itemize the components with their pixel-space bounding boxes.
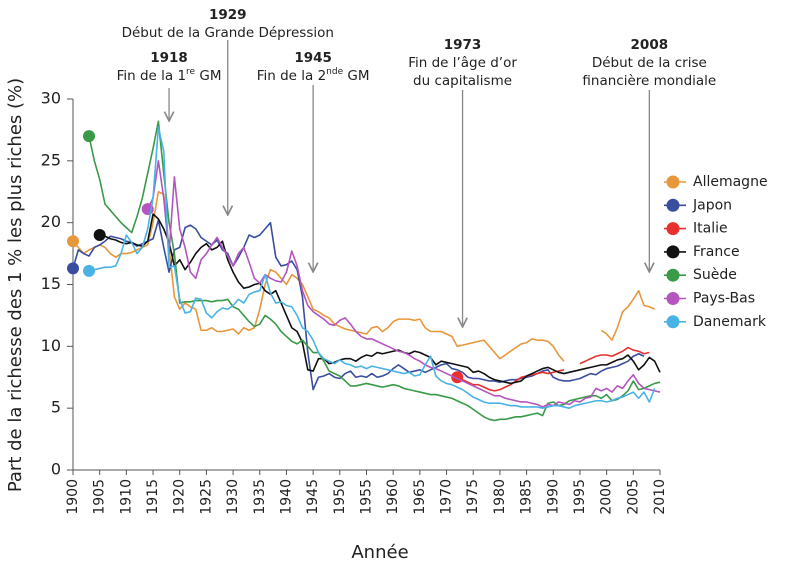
series-line: [99, 213, 661, 385]
x-tick-label: 1900: [65, 479, 81, 515]
annotation-run: financière mondiale: [582, 73, 716, 89]
x-tick-label: 2005: [625, 479, 641, 515]
x-tick-label: 1995: [572, 479, 588, 515]
x-axis-label: Année: [351, 542, 408, 563]
y-tick-label: 25: [41, 150, 61, 169]
x-tick-label: 1960: [385, 479, 401, 515]
legend-label: Italie: [693, 221, 728, 237]
y-axis-label: Part de la richesse des 1 % les plus ric…: [5, 78, 26, 492]
annotation-run: du capitalisme: [413, 73, 512, 89]
annotation-sup: re: [186, 67, 196, 77]
x-tick-label: 1915: [145, 479, 161, 515]
x-tick-label: 1935: [252, 479, 268, 515]
x-tick-label: 1920: [172, 479, 188, 515]
annotation-year: 1973: [444, 37, 482, 53]
x-tick-label: 1940: [278, 479, 294, 515]
x-tick-label: 1980: [492, 479, 508, 515]
legend-dot: [666, 198, 680, 212]
annotation-text: Début de la Grande Dépression: [122, 25, 334, 41]
series-line: [456, 346, 650, 392]
annotation-sup: nde: [326, 67, 343, 77]
x-tick-label: 1970: [439, 479, 455, 515]
annotation-year: 2008: [631, 37, 669, 53]
series-line: [72, 190, 655, 362]
annotation-text: Fin de la 1re GM: [117, 67, 222, 85]
x-tick-label: 1985: [519, 479, 535, 515]
annotation-text: Fin de la 2nde GM: [257, 67, 370, 85]
y-tick-label: 0: [51, 460, 61, 479]
start-dot: [67, 262, 79, 275]
legend-label: Japon: [692, 197, 732, 213]
legend-dot: [666, 175, 680, 189]
legend-label: France: [693, 244, 740, 260]
x-tick-label: 1975: [465, 479, 481, 515]
annotation-text: financière mondiale: [582, 73, 716, 89]
annotation-text: du capitalisme: [413, 73, 512, 89]
series-line: [146, 160, 661, 408]
series-line: [88, 126, 656, 409]
x-tick-label: 1930: [225, 479, 241, 515]
y-tick-label: 10: [41, 336, 61, 355]
x-tick-label: 2000: [599, 479, 615, 515]
legend-label: Allemagne: [693, 174, 768, 190]
legend-dot: [666, 292, 680, 305]
x-tick-label: 1955: [359, 479, 375, 515]
x-tick-label: 2010: [652, 479, 668, 515]
x-tick-label: 1945: [305, 479, 321, 515]
annotation-run: GM: [343, 68, 369, 84]
start-dot: [83, 130, 96, 143]
annotation-text: Début de la crise: [592, 55, 707, 71]
y-tick-label: 30: [41, 89, 61, 108]
x-tick-label: 1910: [118, 479, 134, 515]
x-tick-label: 1925: [198, 479, 214, 515]
annotation-run: Fin de l’âge d’or: [408, 55, 517, 71]
x-tick-label: 1950: [332, 479, 348, 515]
y-tick-label: 15: [41, 274, 61, 293]
y-tick-label: 5: [51, 398, 61, 417]
legend-dot: [666, 222, 680, 236]
legend-dot: [666, 268, 680, 282]
legend-dot: [666, 245, 680, 259]
annotation-run: Début de la crise: [592, 55, 707, 71]
legend-label: Danemark: [693, 314, 767, 330]
annotation-run: Début de la Grande Dépression: [122, 25, 334, 41]
x-tick-label: 1905: [92, 479, 108, 515]
annotation-run: GM: [195, 68, 221, 84]
annotation-year: 1945: [294, 50, 332, 66]
legend-dot: [666, 315, 680, 329]
annotation-run: Fin de la 1: [117, 68, 186, 84]
annotation-year: 1929: [209, 7, 247, 23]
start-dot: [93, 229, 106, 242]
y-tick-label: 20: [41, 212, 61, 231]
annotation-text: Fin de l’âge d’or: [408, 55, 517, 71]
start-dot: [83, 264, 96, 277]
x-tick-label: 1965: [412, 479, 428, 515]
series-line: [72, 219, 645, 391]
annotation-run: Fin de la 2: [257, 68, 326, 84]
start-dot: [67, 235, 79, 248]
x-tick-label: 1990: [545, 479, 561, 515]
legend-label: Suède: [693, 267, 737, 283]
annotation-year: 1918: [150, 50, 188, 66]
legend-label: Pays-Bas: [693, 291, 755, 307]
